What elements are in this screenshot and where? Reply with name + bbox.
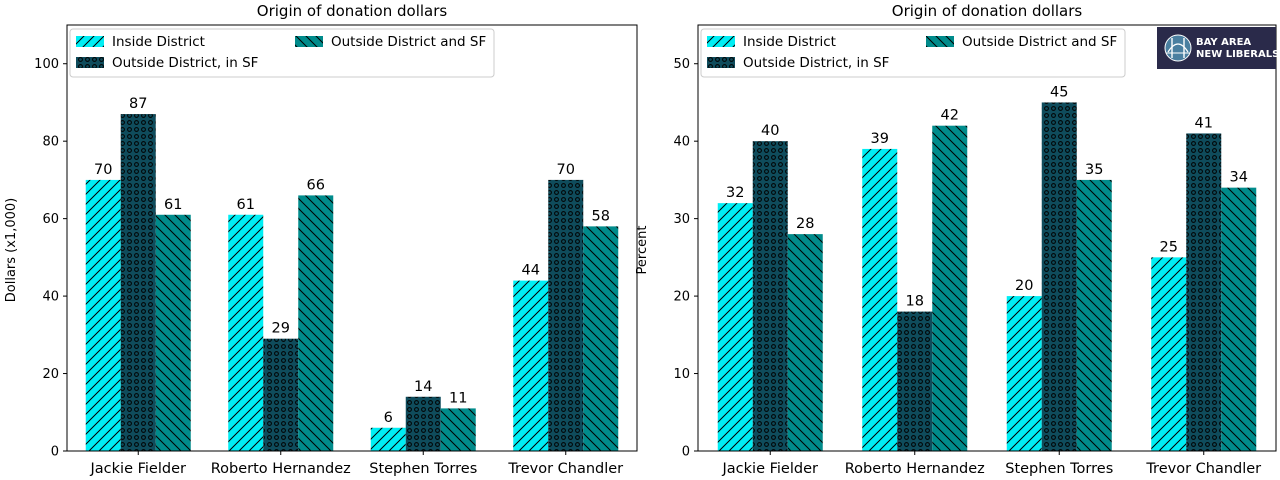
legend-swatch — [295, 36, 323, 47]
data-label: 32 — [726, 185, 744, 201]
x-tick-label: Trevor Chandler — [1145, 461, 1261, 477]
y-tick-label: 80 — [42, 135, 59, 150]
bar-trevor-chandler-series-3 — [1221, 187, 1257, 451]
y-tick-label: 20 — [42, 367, 59, 382]
bar-roberto-hernandez-series-1 — [228, 214, 264, 451]
bar-roberto-hernandez-series-3 — [298, 195, 334, 451]
x-tick-label: Stephen Torres — [369, 461, 477, 477]
legend-swatch — [707, 57, 735, 68]
data-label: 58 — [592, 208, 610, 224]
bar-roberto-hernandez-series-3 — [932, 125, 968, 451]
legend: Inside District Outside District, in SF Ou… — [700, 28, 1126, 78]
bar-jackie-fielder-series-3 — [787, 234, 823, 451]
bar-jackie-fielder-series-1 — [717, 203, 753, 451]
data-label: 29 — [272, 321, 290, 337]
y-tick-label: 0 — [682, 445, 690, 460]
logo-text-line1: BAY AREA — [1196, 37, 1251, 48]
bar-trevor-chandler-series-2 — [1186, 133, 1222, 451]
bar-stephen-torres-series-2 — [405, 396, 441, 451]
y-tick-label: 40 — [673, 135, 690, 150]
data-label: 87 — [129, 96, 147, 112]
legend-label: Inside District — [743, 34, 836, 50]
data-label: 45 — [1050, 84, 1068, 100]
bar-roberto-hernandez-series-1 — [862, 148, 898, 451]
data-label: 18 — [906, 294, 924, 310]
chart-panel-2: Origin of donation dollars 0 10 20 30 40 50 Per… — [635, 2, 1277, 477]
data-label: 14 — [414, 379, 432, 395]
data-label: 39 — [871, 131, 889, 147]
legend-label: Outside District, in SF — [743, 55, 889, 71]
data-label: 20 — [1015, 278, 1033, 294]
chart-title: Origin of donation dollars — [892, 2, 1083, 20]
bar-stephen-torres-series-2 — [1041, 102, 1077, 452]
data-label: 25 — [1160, 239, 1178, 255]
legend-swatch — [926, 36, 954, 47]
bar-jackie-fielder-series-3 — [155, 214, 191, 451]
data-label: 34 — [1230, 170, 1248, 186]
x-tick-label: Roberto Hernandez — [845, 461, 985, 477]
data-label: 40 — [761, 123, 779, 139]
data-label: 35 — [1085, 162, 1103, 178]
x-tick-label: Stephen Torres — [1005, 461, 1113, 477]
y-tick-label: 30 — [673, 212, 690, 227]
x-tick-label: Trevor Chandler — [507, 461, 623, 477]
data-label: 61 — [164, 197, 182, 213]
data-label: 61 — [237, 197, 255, 213]
legend-box — [69, 28, 495, 78]
legend-swatch — [76, 57, 104, 68]
bar-roberto-hernandez-series-2 — [263, 338, 299, 451]
bar-stephen-torres-series-1 — [370, 427, 406, 451]
y-tick-label: 100 — [34, 57, 59, 72]
y-tick-label: 40 — [42, 290, 59, 305]
data-label: 42 — [941, 108, 959, 124]
y-tick-label: 60 — [42, 212, 59, 227]
y-tick-label: 0 — [51, 445, 59, 460]
bar-jackie-fielder-series-1 — [85, 179, 121, 451]
data-label: 44 — [522, 263, 540, 279]
y-tick-label: 50 — [673, 57, 690, 72]
bridge-icon — [1164, 34, 1192, 62]
bar-jackie-fielder-series-2 — [120, 114, 156, 451]
bar-jackie-fielder-series-2 — [752, 141, 788, 451]
bar-trevor-chandler-series-3 — [583, 226, 619, 451]
bar-stephen-torres-series-3 — [1076, 179, 1112, 451]
x-tick-label: Jackie Fielder — [90, 461, 186, 477]
data-label: 11 — [449, 390, 467, 406]
bar-stephen-torres-series-1 — [1006, 296, 1042, 451]
bar-trevor-chandler-series-1 — [513, 280, 549, 451]
legend-label: Outside District and SF — [962, 34, 1117, 50]
bar-roberto-hernandez-series-2 — [897, 311, 933, 451]
bar-trevor-chandler-series-1 — [1151, 257, 1187, 451]
bar-trevor-chandler-series-2 — [548, 179, 584, 451]
logo-text-line2: NEW LIBERALS — [1196, 49, 1279, 60]
data-label: 41 — [1195, 115, 1213, 131]
legend-label: Outside District and SF — [331, 34, 486, 50]
y-axis-label: Percent — [635, 226, 650, 275]
data-label: 70 — [94, 162, 112, 178]
x-tick-label: Jackie Fielder — [722, 461, 818, 477]
legend-label: Outside District, in SF — [112, 55, 258, 71]
x-tick-label: Roberto Hernandez — [211, 461, 351, 477]
data-label: 6 — [384, 410, 393, 426]
data-label: 28 — [796, 216, 814, 232]
legend-swatch — [707, 36, 735, 47]
chart-panel-1: Origin of donation dollars 0 20 40 60 80 100 Do… — [4, 2, 638, 477]
legend-label: Inside District — [112, 34, 205, 50]
data-label: 66 — [307, 177, 325, 193]
chart-title: Origin of donation dollars — [257, 2, 448, 20]
bar-stephen-torres-series-3 — [440, 408, 476, 451]
y-tick-label: 20 — [673, 290, 690, 305]
legend: Inside District Outside District, in SF Ou… — [69, 28, 495, 78]
legend-swatch — [76, 36, 104, 47]
axes-frame — [66, 24, 638, 452]
data-label: 70 — [557, 162, 575, 178]
y-tick-label: 10 — [673, 367, 690, 382]
legend-box — [700, 28, 1126, 78]
y-axis-label: Dollars (x1,000) — [4, 198, 19, 302]
axes-frame — [697, 24, 1277, 452]
